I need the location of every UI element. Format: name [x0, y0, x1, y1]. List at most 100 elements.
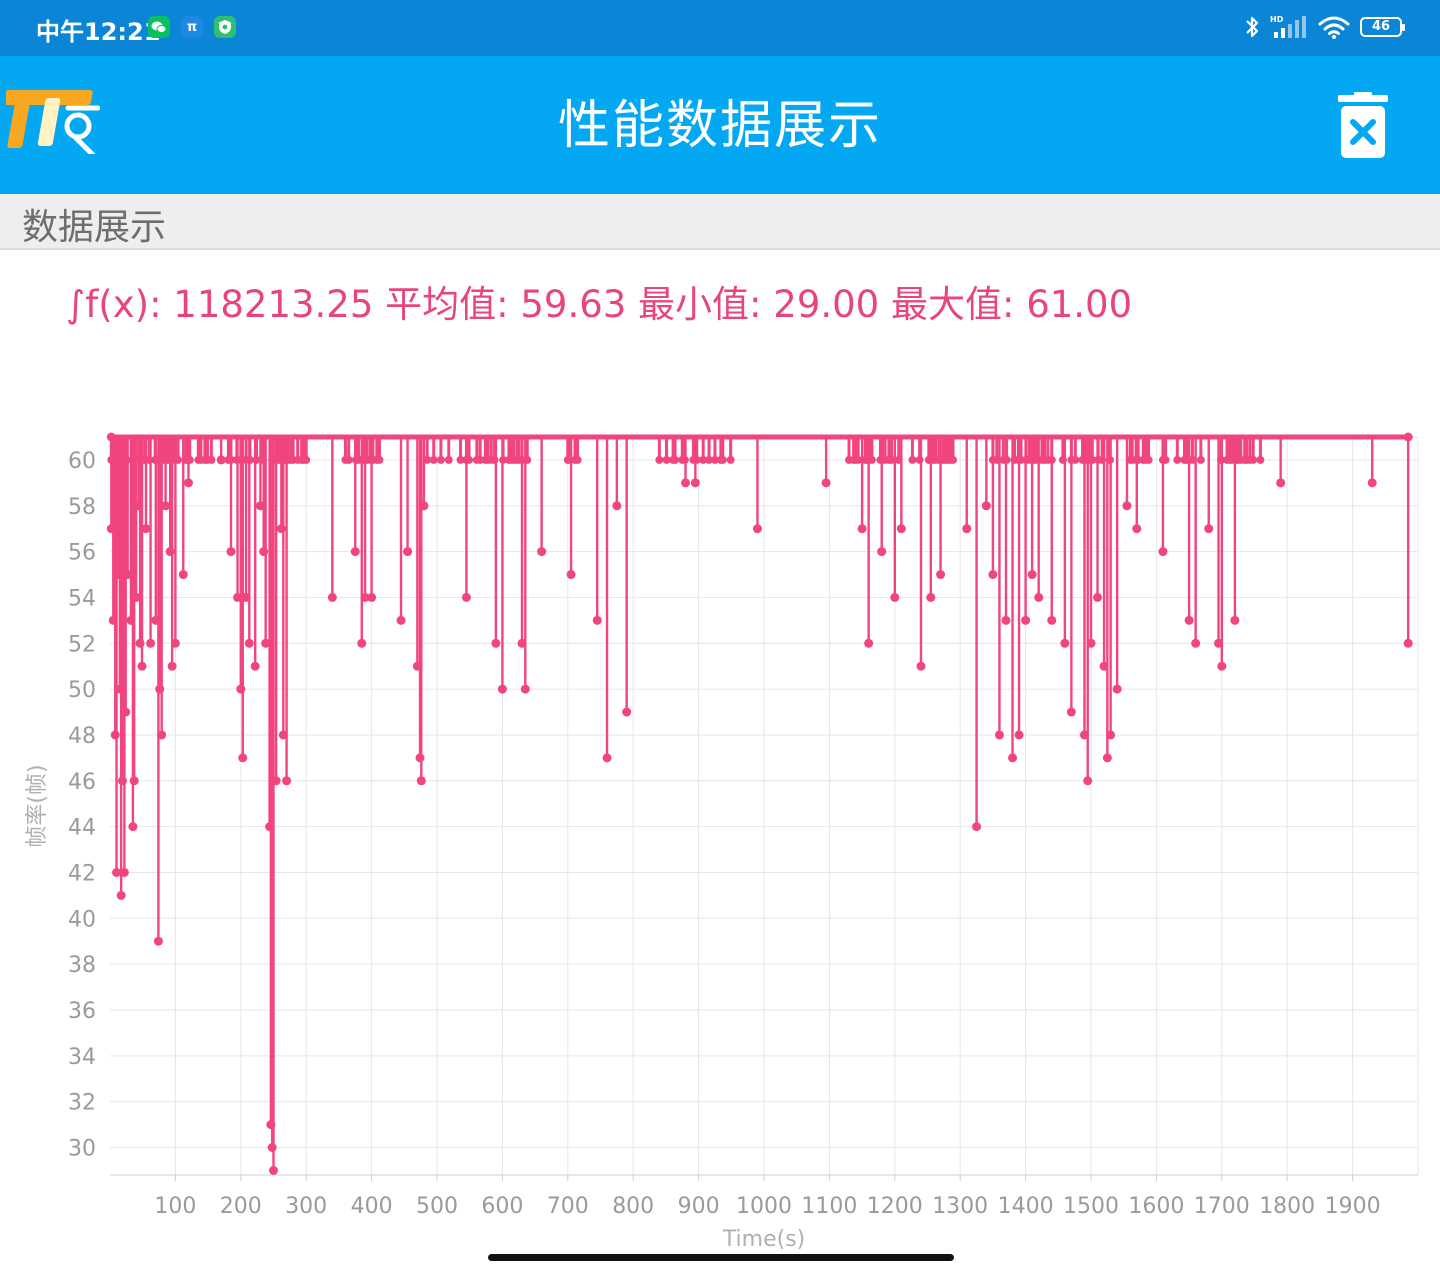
series-point [444, 455, 453, 464]
series-point [429, 455, 438, 464]
series-point [423, 455, 432, 464]
home-indicator[interactable] [488, 1254, 954, 1261]
series-point [327, 592, 337, 602]
series-point [119, 867, 129, 877]
series-point [350, 547, 360, 557]
x-tick-label: 100 [154, 1194, 196, 1219]
series-point [1158, 547, 1168, 557]
battery-indicator: 46 [1360, 17, 1405, 37]
series-point [821, 478, 831, 488]
series-point [936, 570, 946, 580]
x-tick-label: 1400 [998, 1194, 1054, 1219]
page-title: 性能数据展示 [557, 96, 882, 156]
series-point [671, 455, 680, 464]
bluetooth-icon [1246, 16, 1259, 38]
y-tick-label: 34 [68, 1045, 96, 1070]
app-bar: 性能数据展示 [0, 56, 1440, 194]
series-point [456, 455, 465, 464]
series-point [1106, 730, 1116, 740]
status-bar: 中午12:21 π HD 46 [0, 0, 1440, 56]
series-point [491, 638, 501, 648]
series-point [1027, 570, 1037, 580]
series-point [1217, 661, 1227, 671]
series-point [357, 638, 367, 648]
series-point [267, 1142, 277, 1152]
series-point [1144, 455, 1153, 464]
delete-button[interactable] [1336, 92, 1390, 160]
series-point [887, 455, 896, 464]
series-point [302, 455, 311, 464]
series-point [161, 501, 171, 511]
series-point [718, 455, 727, 464]
series-point [867, 455, 876, 464]
app-logo-icon [6, 90, 100, 154]
series-point [877, 547, 887, 557]
series-point [1173, 455, 1182, 464]
x-tick-label: 1800 [1259, 1194, 1315, 1219]
x-tick-label: 1000 [736, 1194, 792, 1219]
x-tick-label: 1100 [801, 1194, 857, 1219]
x-tick-label: 1300 [932, 1194, 988, 1219]
series-point [178, 570, 188, 580]
series-point [1112, 684, 1122, 694]
series-point [896, 524, 906, 534]
series-point [602, 753, 612, 763]
series-point [1403, 432, 1413, 442]
series-point [1204, 524, 1214, 534]
series-point [497, 684, 507, 694]
series-point [271, 776, 281, 786]
series-point [1086, 638, 1096, 648]
series-point [1276, 478, 1286, 488]
series-point [681, 478, 691, 488]
series-point [216, 455, 226, 465]
series-point [890, 592, 900, 602]
x-tick-label: 1200 [867, 1194, 923, 1219]
series-point [1071, 455, 1080, 464]
series-point [141, 524, 151, 534]
series-point [226, 547, 236, 557]
series-point [1034, 592, 1044, 602]
x-tick-label: 800 [612, 1194, 654, 1219]
x-axis-label: Time(s) [722, 1227, 805, 1252]
y-tick-label: 38 [68, 953, 96, 978]
y-tick-label: 60 [68, 449, 96, 474]
section-header: 数据展示 [0, 194, 1440, 250]
chart-axes: 100 200 300 400 500 600 700 800 900 1000 1100 1200 1… [25, 449, 1418, 1252]
svg-text:HD: HD [1270, 15, 1284, 24]
series-point [436, 455, 445, 464]
series-point [1066, 707, 1076, 717]
series-point [1196, 455, 1205, 464]
series-point [121, 707, 131, 717]
series-point [146, 638, 156, 648]
series-point [864, 638, 874, 648]
y-tick-label: 58 [68, 495, 96, 520]
series-point [699, 455, 708, 464]
series-point [592, 615, 602, 625]
series-point [705, 455, 714, 464]
y-tick-label: 36 [68, 999, 96, 1024]
series-point [396, 615, 406, 625]
series-point [419, 501, 429, 511]
perfdog-icon: π [181, 16, 203, 38]
series-point [367, 592, 377, 602]
y-tick-label: 30 [68, 1136, 96, 1161]
x-tick-label: 400 [351, 1194, 393, 1219]
series-point [1249, 455, 1258, 464]
x-tick-label: 200 [220, 1194, 262, 1219]
series-point [1008, 753, 1018, 763]
series-point [710, 455, 719, 464]
series-point [1021, 615, 1031, 625]
series-point [1367, 478, 1377, 488]
series-point [106, 432, 116, 442]
y-tick-label: 44 [68, 816, 96, 841]
series-point [662, 455, 671, 464]
series-point [375, 455, 384, 464]
series-point [110, 730, 120, 740]
y-tick-label: 54 [68, 586, 96, 611]
series-point [915, 455, 924, 464]
y-tick-label: 50 [68, 678, 96, 703]
series-point [1014, 730, 1024, 740]
series-point [344, 455, 353, 464]
section-label: 数据展示 [22, 207, 167, 248]
